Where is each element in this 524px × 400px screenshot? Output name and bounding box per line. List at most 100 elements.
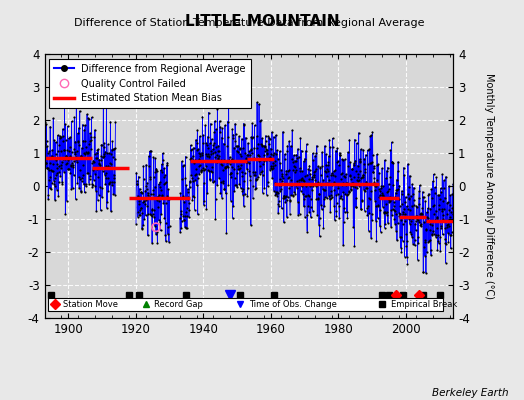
Point [374, 202, 382, 209]
Point [341, 209, 349, 215]
Point [271, 151, 280, 157]
Point [183, 224, 191, 231]
Point [359, 172, 367, 178]
Point [138, 224, 146, 231]
Point [269, 163, 277, 169]
Point [89, 157, 97, 164]
Point [102, 163, 111, 169]
Point [342, 209, 351, 215]
Point [372, 238, 380, 244]
Point [246, 177, 255, 183]
Point [234, 143, 243, 149]
Point [270, 150, 278, 156]
Point [319, 177, 328, 183]
Point [73, 130, 82, 137]
Point [420, 194, 428, 200]
Point [59, 126, 67, 132]
Point [365, 146, 374, 152]
Point [319, 225, 328, 231]
Point [85, 138, 94, 144]
Point [318, 181, 326, 188]
Point [148, 206, 157, 212]
Point [288, 182, 296, 188]
Point [182, 208, 191, 215]
Point [303, 172, 312, 178]
Point [409, 215, 418, 221]
Point [63, 160, 71, 166]
Point [304, 166, 312, 172]
Point [385, 197, 394, 204]
Point [390, 199, 398, 205]
Point [377, 195, 385, 201]
Point [88, 181, 96, 187]
Point [290, 168, 299, 175]
Point [48, 168, 57, 174]
Point [66, 144, 74, 150]
Point [296, 165, 304, 172]
Point [137, 189, 146, 196]
Point [332, 212, 341, 219]
Point [428, 232, 436, 238]
Point [201, 158, 209, 164]
Point [362, 184, 370, 191]
Point [327, 172, 335, 178]
Point [106, 151, 115, 158]
Point [305, 162, 313, 169]
Point [422, 226, 430, 232]
Point [299, 177, 307, 184]
Point [41, 122, 50, 128]
Point [217, 157, 225, 163]
Point [310, 174, 318, 180]
Point [364, 147, 372, 153]
Point [267, 162, 275, 169]
Point [204, 144, 213, 151]
Point [196, 133, 204, 140]
Point [316, 165, 324, 171]
Point [396, 234, 404, 240]
Point [66, 170, 74, 176]
Point [177, 210, 185, 217]
Point [280, 195, 289, 201]
Point [242, 155, 250, 161]
Point [341, 156, 349, 163]
Point [141, 212, 150, 218]
Point [63, 123, 72, 130]
Point [320, 203, 329, 209]
Point [136, 206, 144, 213]
Point [53, 186, 61, 193]
Point [46, 174, 54, 181]
Point [322, 151, 330, 158]
Point [191, 172, 199, 178]
Point [434, 232, 443, 238]
Point [413, 234, 422, 241]
Point [369, 169, 377, 176]
Point [436, 185, 445, 192]
Point [331, 172, 339, 179]
Point [74, 139, 82, 145]
Point [288, 127, 297, 133]
Point [410, 184, 418, 191]
Point [371, 197, 379, 204]
Point [402, 231, 410, 238]
Point [176, 229, 184, 235]
Point [274, 201, 282, 207]
Point [250, 172, 259, 178]
Point [110, 175, 118, 181]
Point [256, 171, 264, 177]
Point [91, 170, 99, 177]
Point [134, 174, 143, 180]
Point [181, 153, 190, 160]
Point [328, 194, 336, 200]
Point [73, 156, 81, 162]
Point [180, 217, 188, 224]
Point [322, 169, 330, 175]
Point [225, 157, 233, 163]
Point [103, 199, 112, 206]
Point [275, 198, 283, 204]
Point [222, 163, 230, 170]
Point [145, 163, 154, 170]
Point [299, 191, 307, 197]
Point [226, 170, 235, 177]
Point [224, 134, 232, 140]
Point [148, 240, 156, 246]
